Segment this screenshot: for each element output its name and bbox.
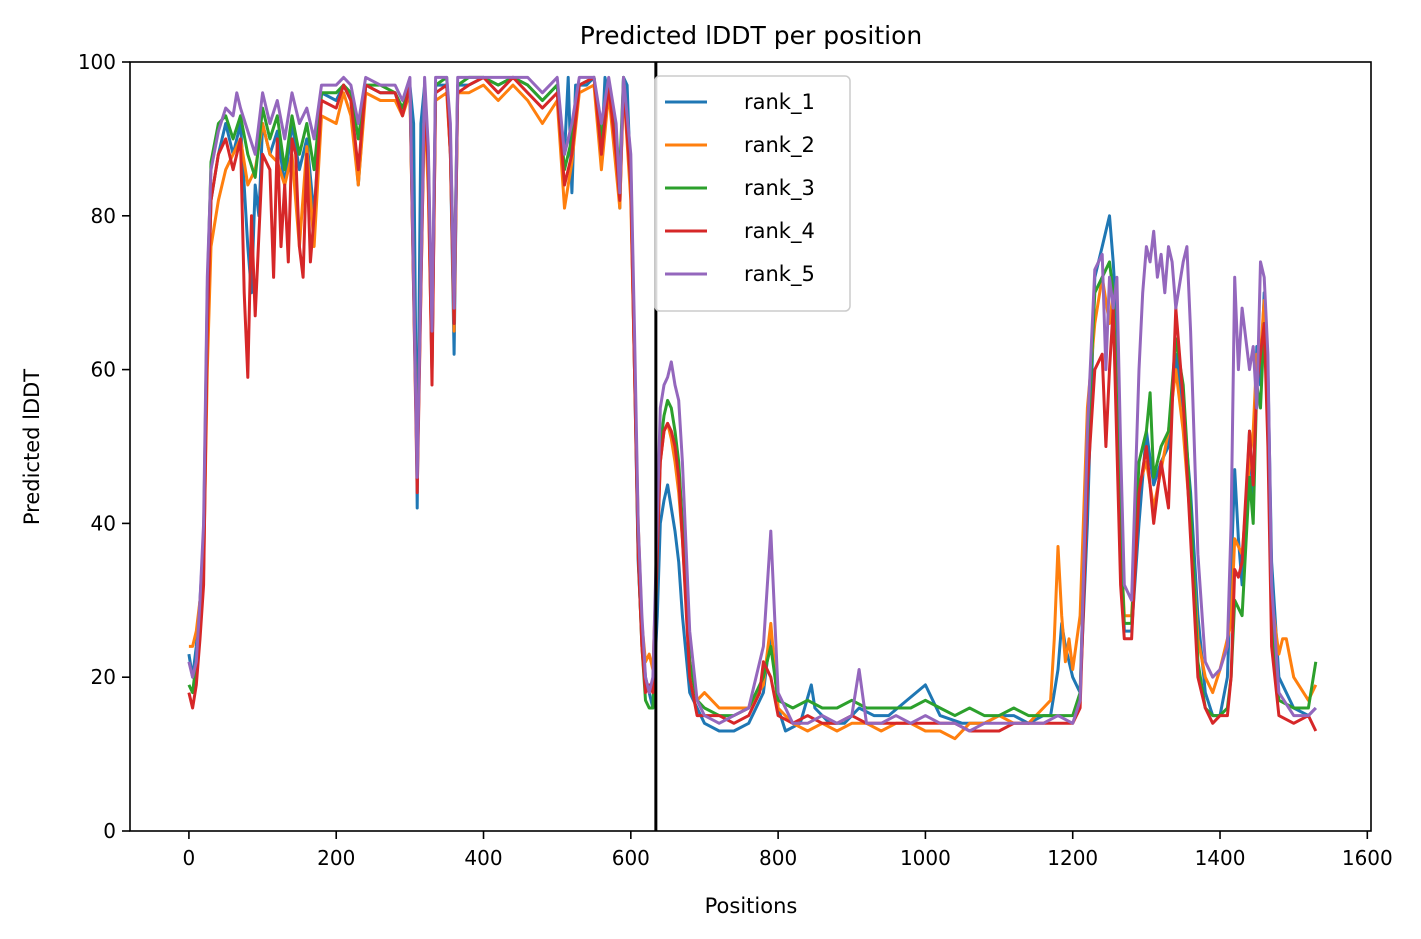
- legend-label: rank_3: [744, 176, 815, 201]
- x-tick-label: 800: [759, 846, 797, 870]
- y-axis-label: Predicted lDDT: [20, 369, 44, 525]
- x-axis: 0 200 400 600 800 1000 1200 1400 1600: [183, 831, 1393, 870]
- legend-box: [654, 75, 851, 312]
- x-tick-label: 1400: [1195, 846, 1246, 870]
- y-axis: 0 20 40 60 80 100: [78, 50, 130, 843]
- plot-frame: [129, 61, 1372, 832]
- y-tick-label: 0: [103, 819, 116, 843]
- series-line-rank-5: [187, 75, 1317, 733]
- x-tick-label: 1000: [900, 846, 951, 870]
- legend: rank_1 rank_2 rank_3 rank_4 rank_5: [654, 75, 851, 312]
- x-tick-label: 200: [317, 846, 355, 870]
- legend-label: rank_5: [744, 262, 815, 287]
- x-tick-label: 400: [464, 846, 502, 870]
- legend-label: rank_1: [744, 90, 815, 115]
- x-tick-label: 1200: [1047, 846, 1098, 870]
- y-tick-label: 20: [91, 665, 116, 689]
- x-tick-label: 1600: [1342, 846, 1393, 870]
- x-tick-label: 600: [612, 846, 650, 870]
- x-tick-label: 0: [183, 846, 196, 870]
- series-line-rank-4: [187, 75, 1318, 733]
- chart-title: Predicted lDDT per position: [580, 21, 922, 50]
- legend-label: rank_4: [744, 219, 815, 244]
- series-line-rank-3: [187, 75, 1318, 718]
- y-tick-label: 100: [78, 50, 116, 74]
- y-tick-label: 60: [91, 358, 116, 382]
- y-tick-label: 40: [91, 511, 116, 535]
- plot-lines: [187, 75, 1318, 741]
- legend-label: rank_2: [744, 133, 815, 158]
- x-axis-label: Positions: [705, 894, 798, 918]
- y-tick-label: 80: [91, 204, 116, 228]
